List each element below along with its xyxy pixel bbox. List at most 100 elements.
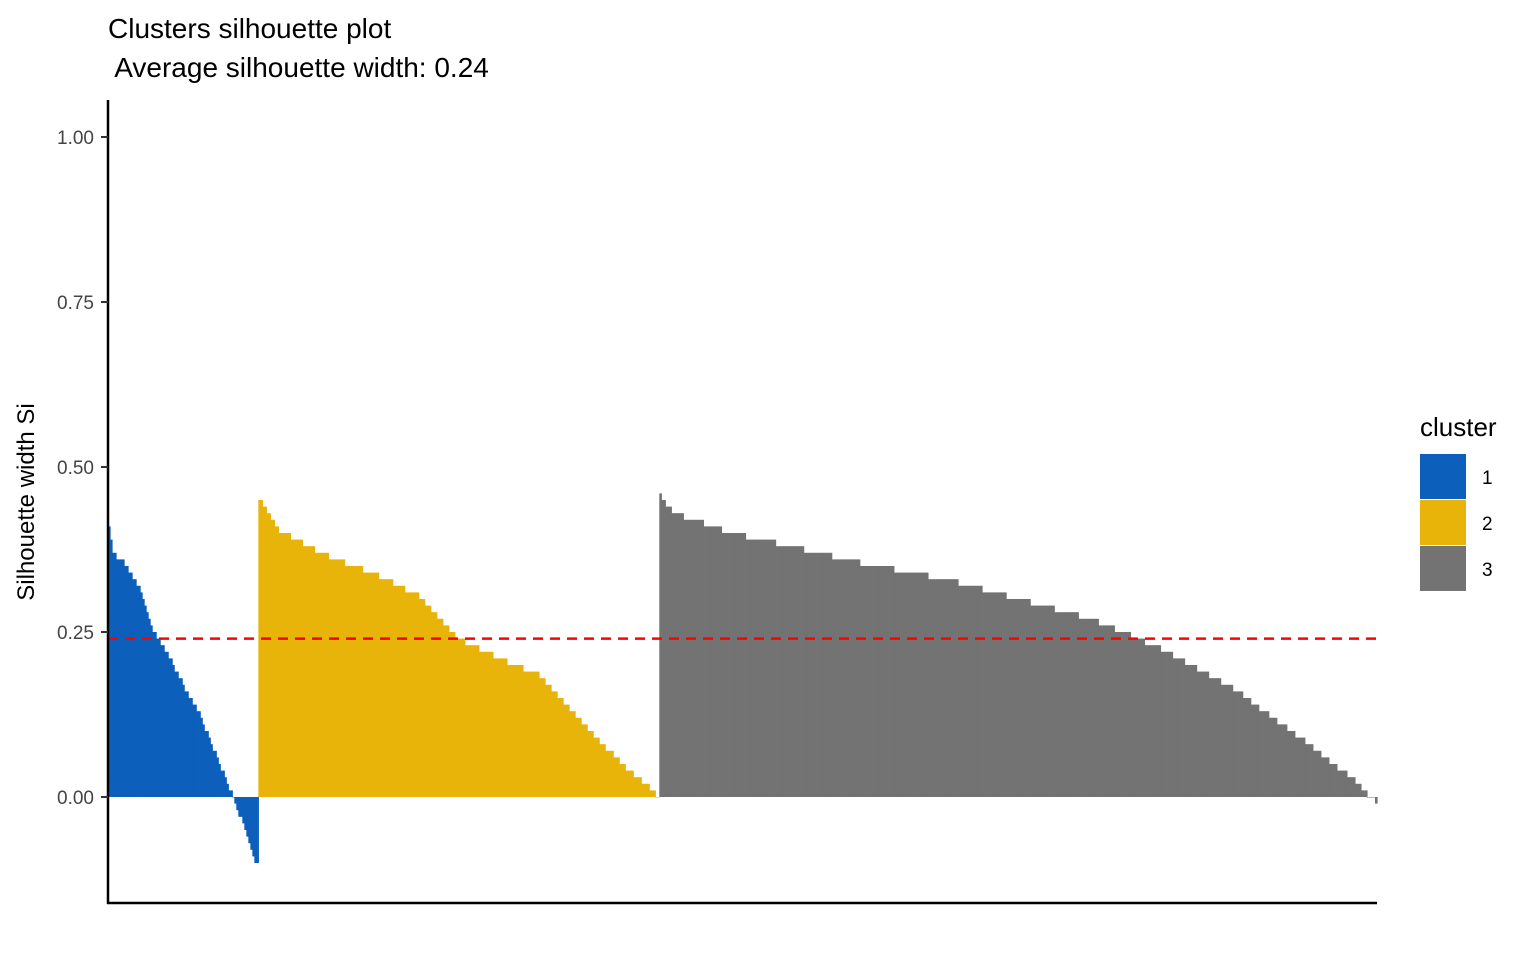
bar: [300, 539, 304, 797]
bar: [1366, 797, 1370, 798]
bar: [1286, 731, 1290, 797]
bar: [917, 572, 921, 797]
bar: [460, 638, 464, 797]
bar: [996, 592, 999, 797]
bar: [348, 566, 352, 797]
bar: [1332, 764, 1336, 797]
bar: [609, 750, 612, 797]
bar: [1264, 711, 1268, 797]
bar: [1002, 592, 1005, 797]
bar: [138, 585, 141, 797]
bar: [416, 592, 420, 797]
bar: [557, 698, 560, 797]
bar: [1375, 797, 1378, 804]
bar: [354, 566, 358, 797]
bar: [749, 539, 753, 797]
bar: [793, 546, 797, 797]
bar: [761, 539, 765, 797]
bar: [1102, 625, 1105, 797]
bar: [230, 790, 233, 797]
bar: [952, 579, 955, 797]
bar: [438, 618, 442, 797]
bar: [615, 757, 618, 797]
bar: [190, 698, 193, 797]
bar: [1240, 691, 1244, 797]
bar: [234, 797, 237, 804]
bar: [200, 717, 203, 797]
bar: [873, 566, 877, 797]
bar: [533, 671, 536, 797]
bar: [1312, 750, 1316, 797]
bar: [1120, 632, 1123, 797]
bar: [667, 506, 670, 797]
bar: [1276, 724, 1280, 797]
bar: [735, 533, 739, 797]
bar: [394, 585, 398, 797]
bar: [855, 559, 859, 797]
bar: [1160, 651, 1164, 797]
bar: [841, 559, 845, 797]
bar: [1178, 658, 1182, 797]
bar: [819, 552, 823, 797]
bar: [1210, 678, 1214, 797]
bar: [514, 665, 518, 797]
bar: [1292, 731, 1296, 797]
bar: [132, 579, 135, 797]
bar: [547, 684, 550, 797]
bar: [895, 572, 899, 797]
bar: [763, 539, 767, 797]
bar: [1004, 592, 1007, 797]
bar: [480, 651, 484, 797]
bar: [332, 559, 336, 797]
bar: [172, 665, 175, 797]
bar: [1132, 638, 1136, 797]
bar: [292, 539, 296, 797]
bar: [733, 533, 737, 797]
bar: [390, 579, 394, 797]
bar: [434, 612, 438, 797]
bar: [414, 592, 418, 797]
bar: [645, 783, 648, 797]
bar: [1156, 645, 1160, 797]
bar: [651, 790, 654, 797]
bar: [176, 671, 179, 797]
bar: [727, 533, 731, 797]
bar: [490, 651, 494, 797]
bar: [1182, 658, 1186, 797]
bar: [998, 592, 1001, 797]
bar: [625, 770, 628, 797]
bar: [1338, 770, 1342, 797]
bar: [1022, 599, 1025, 797]
bar: [956, 579, 959, 797]
bar: [352, 566, 356, 797]
bar: [1152, 645, 1156, 797]
bar: [150, 625, 153, 797]
bar: [500, 658, 504, 797]
bar: [184, 691, 187, 797]
bar: [1316, 750, 1320, 797]
bar: [939, 579, 943, 797]
bar: [376, 572, 380, 797]
bar: [1270, 717, 1274, 797]
bar: [595, 737, 598, 797]
bar: [448, 632, 452, 797]
bar: [933, 579, 937, 797]
bar: [216, 757, 219, 797]
bar: [879, 566, 883, 797]
bar: [1082, 618, 1085, 797]
bar: [619, 764, 622, 797]
bar: [400, 585, 404, 797]
bar: [887, 566, 891, 797]
legend-swatch-2: [1420, 500, 1466, 545]
bar: [1070, 612, 1073, 797]
legend-label-3: 3: [1482, 560, 1493, 581]
bar: [1262, 711, 1266, 797]
bar: [537, 671, 540, 797]
bar: [410, 592, 414, 797]
bar: [1344, 770, 1348, 797]
bar: [252, 797, 255, 857]
bar: [1130, 638, 1134, 797]
bar: [923, 572, 927, 797]
bar: [1128, 632, 1132, 797]
bar: [1314, 750, 1318, 797]
